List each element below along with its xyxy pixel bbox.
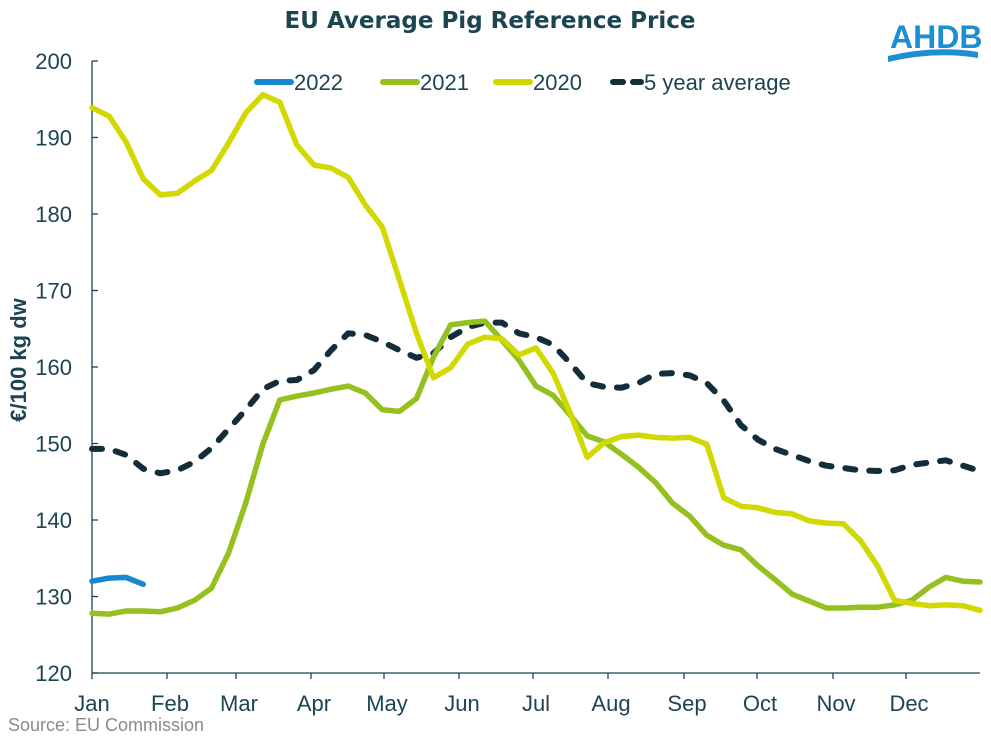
ahdb-logo: AHDB xyxy=(888,19,982,62)
y-axis-label: €/100 kg dw xyxy=(6,297,31,421)
x-tick-label: Jun xyxy=(444,691,479,716)
series-group xyxy=(89,91,983,617)
source-note: Source: EU Commission xyxy=(8,715,204,735)
chart-title: EU Average Pig Reference Price xyxy=(285,8,696,34)
series-line-5-year-average xyxy=(89,319,983,477)
x-tick-label: Jul xyxy=(522,691,550,716)
series-line-2020 xyxy=(89,91,983,614)
legend-label: 5 year average xyxy=(644,70,791,95)
legend-label: 2022 xyxy=(294,70,343,95)
x-tick-label: Dec xyxy=(889,691,928,716)
y-tick-label: 120 xyxy=(35,661,72,686)
logo-wave-icon xyxy=(888,49,978,62)
series-line-2021 xyxy=(89,318,983,617)
y-tick-label: 200 xyxy=(35,49,72,74)
logo-text: AHDB xyxy=(890,19,982,55)
x-tick-label: Apr xyxy=(297,691,331,716)
legend: 2022 2021 2020 5 year average xyxy=(254,70,791,95)
y-tick-label: 190 xyxy=(35,126,72,151)
y-ticks: 120 130 140 150 160 170 180 190 200 xyxy=(35,49,98,686)
legend-label: 2021 xyxy=(420,70,469,95)
x-tick-label: Mar xyxy=(220,691,258,716)
y-tick-label: 180 xyxy=(35,202,72,227)
legend-label: 2020 xyxy=(533,70,582,95)
y-tick-label: 160 xyxy=(35,355,72,380)
x-tick-label: Feb xyxy=(151,691,189,716)
y-tick-label: 140 xyxy=(35,508,72,533)
y-tick-label: 170 xyxy=(35,279,72,304)
x-ticks: Jan Feb Mar Apr May Jun Jul Aug Sep Oct Nov Dec xyxy=(74,673,929,716)
series-line-2022 xyxy=(89,574,146,588)
x-tick-label: Jan xyxy=(74,691,109,716)
x-tick-label: Sep xyxy=(667,691,706,716)
x-tick-label: Aug xyxy=(591,691,630,716)
x-tick-label: Nov xyxy=(816,691,855,716)
y-tick-label: 130 xyxy=(35,585,72,610)
y-tick-label: 150 xyxy=(35,432,72,457)
x-tick-label: May xyxy=(366,691,408,716)
x-tick-label: Oct xyxy=(743,691,777,716)
